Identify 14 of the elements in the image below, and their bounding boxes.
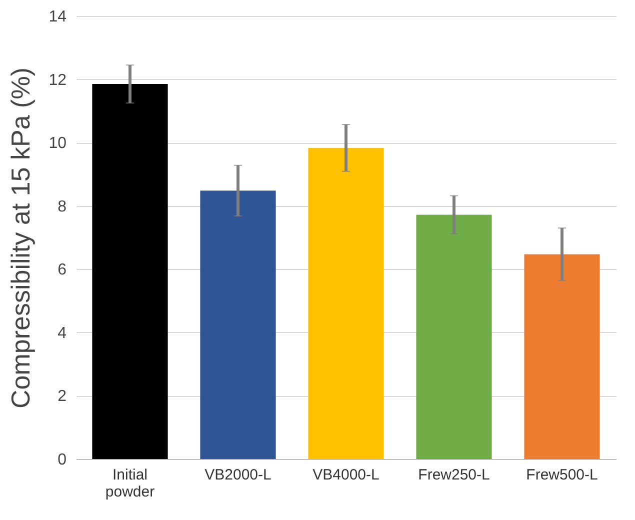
y-tick-label: 10 <box>48 135 67 152</box>
y-tick-label: 0 <box>58 452 67 468</box>
x-tick-label: Frew250-L <box>418 466 490 484</box>
x-tick-label: VB2000-L <box>204 466 272 484</box>
y-tick-label: 14 <box>48 8 67 26</box>
y-tick-label: 12 <box>48 72 67 89</box>
x-tick-label: Frew500-L <box>526 466 598 484</box>
y-tick-label: 4 <box>58 324 67 342</box>
x-tick-label: VB4000-L <box>312 466 380 484</box>
y-tick-label: 6 <box>58 262 67 279</box>
y-tick-label: 2 <box>58 388 67 406</box>
y-tick-label: 8 <box>58 198 67 216</box>
x-tick-label: Initial powder <box>105 466 155 500</box>
y-axis-title: Compressibility at 15 kPa (%) <box>6 68 36 408</box>
